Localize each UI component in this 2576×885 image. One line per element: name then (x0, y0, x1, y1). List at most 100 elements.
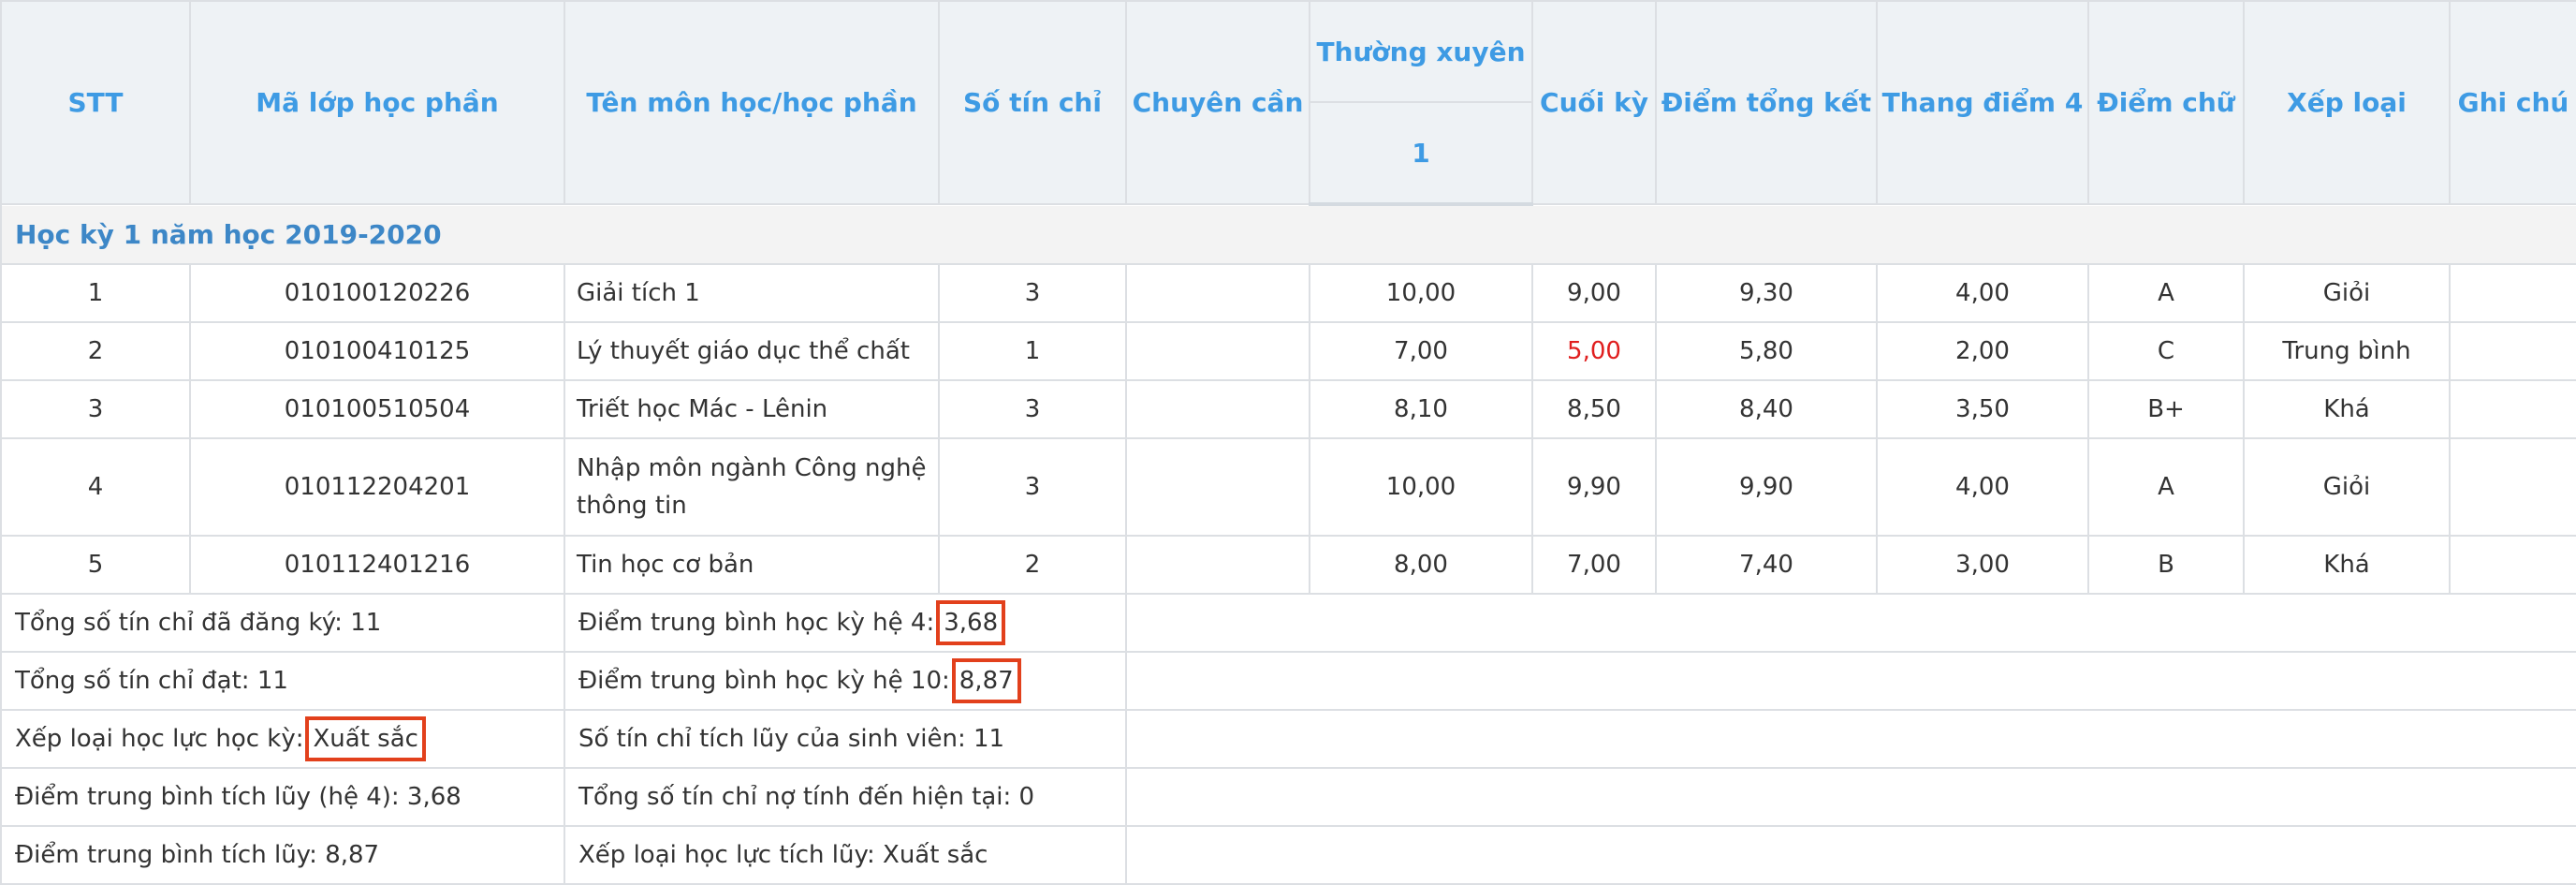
cell-attendance (1125, 437, 1310, 537)
cell-final-failing: 5,00 (1531, 321, 1657, 381)
cell-course-name: Giải tích 1 (564, 263, 940, 323)
cell-stt: 1 (0, 263, 191, 323)
header-total: Điểm tổng kết (1655, 0, 1878, 205)
cell-class-code: 010100120226 (189, 263, 565, 323)
header-course-name: Tên môn học/học phần (564, 0, 940, 205)
cell-rank: Giỏi (2243, 263, 2451, 323)
table-row: 2 010100410125 Lý thuyết giáo dục thể ch… (0, 321, 2576, 381)
cell-total: 7,40 (1655, 535, 1878, 595)
summary-label: Xếp loại học lực tích lũy: (578, 841, 875, 869)
summary-empty (1125, 767, 2576, 827)
table-row: 5 010112401216 Tin học cơ bản 2 8,00 7,0… (0, 535, 2576, 595)
cell-note (2449, 263, 2576, 323)
cell-rank: Khá (2243, 379, 2451, 439)
summary-value: 11 (973, 725, 1005, 753)
cell-course-name: Nhập môn ngành Công nghệ thông tin (564, 437, 940, 537)
summary-value: 0 (1018, 783, 1035, 811)
summary-label: Điểm trung bình tích lũy (hệ 4): (15, 783, 400, 811)
cell-total: 8,40 (1655, 379, 1878, 439)
cell-attendance (1125, 379, 1310, 439)
summary-semester-rank: Xếp loại học lực học kỳ: Xuất sắc (0, 709, 565, 769)
summary-row: Tổng số tín chỉ đã đăng ký: 11 Điểm trun… (0, 593, 2576, 653)
cell-letter: C (2087, 321, 2245, 381)
summary-value: 8,87 (325, 841, 380, 869)
cell-letter: A (2087, 263, 2245, 323)
summary-empty (1125, 825, 2576, 885)
cell-stt: 4 (0, 437, 191, 537)
header-attendance: Chuyên cần (1125, 0, 1310, 205)
cell-stt: 5 (0, 535, 191, 595)
summary-row: Điểm trung bình tích lũy (hệ 4): 3,68 Tổ… (0, 767, 2576, 827)
cell-attendance (1125, 263, 1310, 323)
cell-stt: 3 (0, 379, 191, 439)
summary-label: Tổng số tín chỉ nợ tính đến hiện tại: (578, 783, 1012, 811)
cell-final: 8,50 (1531, 379, 1657, 439)
cell-regular: 8,10 (1309, 379, 1533, 439)
summary-value: 11 (350, 609, 382, 637)
cell-scale4: 4,00 (1876, 263, 2089, 323)
summary-value: Xuất sắc (883, 841, 988, 869)
cell-total: 9,30 (1655, 263, 1878, 323)
cell-final: 9,00 (1531, 263, 1657, 323)
cell-class-code: 010100410125 (189, 321, 565, 381)
highlighted-semester-rank-value: Xuất sắc (305, 716, 426, 761)
summary-cumulative-gpa: Điểm trung bình tích lũy: 8,87 (0, 825, 565, 885)
cell-final: 7,00 (1531, 535, 1657, 595)
summary-label: Điểm trung bình học kỳ hệ 4: (578, 609, 935, 637)
cell-regular: 7,00 (1309, 321, 1533, 381)
summary-cumulative-gpa4: Điểm trung bình tích lũy (hệ 4): 3,68 (0, 767, 565, 827)
summary-empty (1125, 709, 2576, 769)
highlighted-gpa10-value: 8,87 (951, 658, 1021, 703)
cell-course-name: Tin học cơ bản (564, 535, 940, 595)
header-note: Ghi chú (2449, 0, 2576, 205)
cell-class-code: 010112204201 (189, 437, 565, 537)
summary-row: Điểm trung bình tích lũy: 8,87 Xếp loại … (0, 825, 2576, 885)
cell-total: 5,80 (1655, 321, 1878, 381)
cell-credits: 3 (938, 263, 1127, 323)
cell-attendance (1125, 321, 1310, 381)
summary-label: Tổng số tín chỉ đạt: (15, 667, 250, 695)
semester-title: Học kỳ 1 năm học 2019-2020 (0, 203, 2576, 265)
cell-credits: 1 (938, 321, 1127, 381)
table-row: 3 010100510504 Triết học Mác - Lênin 3 8… (0, 379, 2576, 439)
cell-course-name: Triết học Mác - Lênin (564, 379, 940, 439)
header-scale4: Thang điểm 4 (1876, 0, 2089, 205)
table-row: 1 010100120226 Giải tích 1 3 10,00 9,00 … (0, 263, 2576, 323)
header-regular-sub: 1 (1309, 101, 1533, 206)
cell-rank: Trung bình (2243, 321, 2451, 381)
header-stt: STT (0, 0, 191, 205)
summary-gpa10: Điểm trung bình học kỳ hệ 10: 8,87 (564, 651, 1127, 711)
cell-scale4: 3,50 (1876, 379, 2089, 439)
cell-credits: 3 (938, 379, 1127, 439)
table-header: STT Mã lớp học phần Tên môn học/học phần… (0, 0, 2576, 206)
cell-note (2449, 321, 2576, 381)
cell-regular: 10,00 (1309, 437, 1533, 537)
cell-regular: 8,00 (1309, 535, 1533, 595)
cell-letter: B+ (2087, 379, 2245, 439)
summary-label: Xếp loại học lực học kỳ: (15, 725, 304, 753)
table-row: 4 010112204201 Nhập môn ngành Công nghệ … (0, 437, 2576, 537)
highlighted-gpa4-value: 3,68 (936, 600, 1006, 645)
cell-rank: Giỏi (2243, 437, 2451, 537)
summary-row: Tổng số tín chỉ đạt: 11 Điểm trung bình … (0, 651, 2576, 711)
header-credits: Số tín chỉ (938, 0, 1127, 205)
summary-registered-credits: Tổng số tín chỉ đã đăng ký: 11 (0, 593, 565, 653)
summary-credit-debt: Tổng số tín chỉ nợ tính đến hiện tại: 0 (564, 767, 1127, 827)
summary-label: Điểm trung bình tích lũy: (15, 841, 317, 869)
cell-attendance (1125, 535, 1310, 595)
cell-rank: Khá (2243, 535, 2451, 595)
header-rank: Xếp loại (2243, 0, 2451, 205)
cell-course-name: Lý thuyết giáo dục thể chất (564, 321, 940, 381)
cell-letter: A (2087, 437, 2245, 537)
cell-regular: 10,00 (1309, 263, 1533, 323)
summary-label: Số tín chỉ tích lũy của sinh viên: (578, 725, 966, 753)
summary-value: 11 (256, 667, 288, 695)
summary-empty (1125, 593, 2576, 653)
header-final: Cuối kỳ (1531, 0, 1657, 205)
cell-stt: 2 (0, 321, 191, 381)
cell-credits: 3 (938, 437, 1127, 537)
summary-label: Điểm trung bình học kỳ hệ 10: (578, 667, 950, 695)
header-regular: Thường xuyên (1309, 0, 1533, 103)
cell-credits: 2 (938, 535, 1127, 595)
